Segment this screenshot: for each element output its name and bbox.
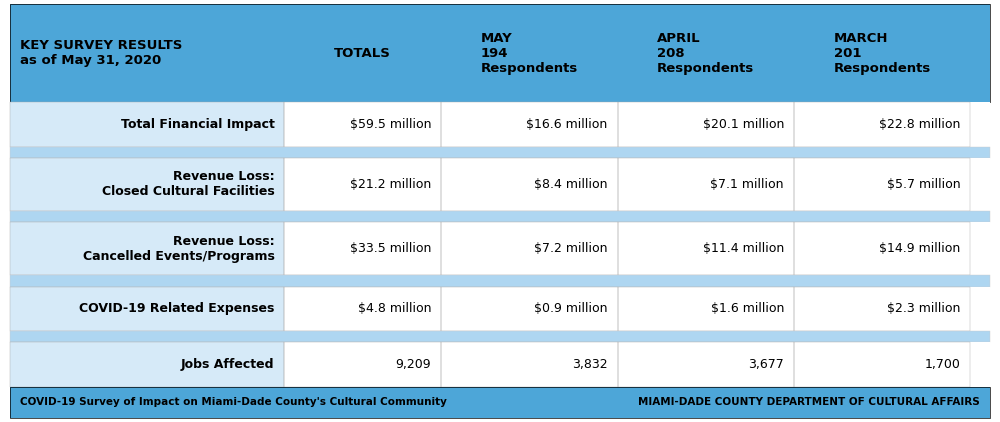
- Bar: [10, 387, 990, 418]
- Bar: [794, 287, 970, 331]
- Bar: [10, 342, 990, 387]
- Text: $5.7 million: $5.7 million: [887, 178, 960, 191]
- Bar: [10, 331, 990, 342]
- Text: $1.6 million: $1.6 million: [711, 302, 784, 315]
- Bar: [10, 4, 990, 102]
- Bar: [794, 158, 970, 211]
- Bar: [10, 276, 990, 287]
- Text: MIAMI-DADE COUNTY DEPARTMENT OF CULTURAL AFFAIRS: MIAMI-DADE COUNTY DEPARTMENT OF CULTURAL…: [638, 397, 980, 407]
- Bar: [10, 276, 990, 287]
- Bar: [10, 211, 990, 222]
- Bar: [618, 102, 794, 146]
- Text: Revenue Loss:
Closed Cultural Facilities: Revenue Loss: Closed Cultural Facilities: [102, 170, 274, 198]
- Bar: [284, 222, 441, 276]
- Bar: [10, 287, 284, 331]
- Text: $7.1 million: $7.1 million: [710, 178, 784, 191]
- Bar: [10, 4, 990, 102]
- Bar: [441, 158, 618, 211]
- Bar: [441, 287, 618, 331]
- Bar: [10, 211, 990, 222]
- Text: $4.8 million: $4.8 million: [358, 302, 431, 315]
- Text: $11.4 million: $11.4 million: [703, 242, 784, 255]
- Text: $20.1 million: $20.1 million: [703, 118, 784, 131]
- Text: TOTALS: TOTALS: [334, 47, 391, 60]
- Bar: [10, 287, 990, 331]
- Text: $22.8 million: $22.8 million: [879, 118, 960, 131]
- Text: 3,832: 3,832: [572, 358, 608, 371]
- Text: 3,677: 3,677: [748, 358, 784, 371]
- Text: APRIL
208
Respondents: APRIL 208 Respondents: [657, 32, 754, 75]
- Bar: [10, 342, 284, 387]
- Bar: [794, 102, 970, 146]
- Text: COVID-19 Survey of Impact on Miami-Dade County's Cultural Community: COVID-19 Survey of Impact on Miami-Dade …: [20, 397, 447, 407]
- Text: $33.5 million: $33.5 million: [350, 242, 431, 255]
- Bar: [10, 387, 990, 418]
- Text: $7.2 million: $7.2 million: [534, 242, 608, 255]
- Text: $8.4 million: $8.4 million: [534, 178, 608, 191]
- Bar: [10, 331, 990, 342]
- Text: $2.3 million: $2.3 million: [887, 302, 960, 315]
- Bar: [10, 146, 990, 158]
- Text: 9,209: 9,209: [396, 358, 431, 371]
- Bar: [618, 222, 794, 276]
- Bar: [10, 287, 284, 331]
- Bar: [10, 146, 990, 158]
- Bar: [10, 158, 284, 211]
- Bar: [10, 158, 990, 211]
- Text: KEY SURVEY RESULTS
as of May 31, 2020: KEY SURVEY RESULTS as of May 31, 2020: [20, 39, 182, 67]
- Bar: [10, 342, 284, 387]
- Bar: [441, 342, 618, 387]
- Bar: [618, 342, 794, 387]
- Text: MARCH
201
Respondents: MARCH 201 Respondents: [834, 32, 931, 75]
- Text: $0.9 million: $0.9 million: [534, 302, 608, 315]
- Bar: [441, 222, 618, 276]
- Bar: [618, 158, 794, 211]
- Bar: [10, 102, 284, 146]
- Bar: [10, 158, 284, 211]
- Bar: [618, 287, 794, 331]
- Text: $14.9 million: $14.9 million: [879, 242, 960, 255]
- Bar: [794, 342, 970, 387]
- Bar: [10, 102, 284, 146]
- Bar: [10, 222, 990, 276]
- Bar: [284, 287, 441, 331]
- Bar: [284, 158, 441, 211]
- Bar: [794, 222, 970, 276]
- Text: 1,700: 1,700: [925, 358, 960, 371]
- Text: $59.5 million: $59.5 million: [350, 118, 431, 131]
- Text: Revenue Loss:
Cancelled Events/Programs: Revenue Loss: Cancelled Events/Programs: [83, 235, 274, 263]
- Text: Total Financial Impact: Total Financial Impact: [121, 118, 274, 131]
- Text: Jobs Affected: Jobs Affected: [181, 358, 274, 371]
- Text: MAY
194
Respondents: MAY 194 Respondents: [481, 32, 578, 75]
- Bar: [284, 342, 441, 387]
- Bar: [441, 102, 618, 146]
- Bar: [10, 102, 990, 146]
- Bar: [10, 222, 284, 276]
- Text: COVID-19 Related Expenses: COVID-19 Related Expenses: [79, 302, 274, 315]
- Bar: [284, 102, 441, 146]
- Text: $16.6 million: $16.6 million: [526, 118, 608, 131]
- Text: $21.2 million: $21.2 million: [350, 178, 431, 191]
- Bar: [10, 222, 284, 276]
